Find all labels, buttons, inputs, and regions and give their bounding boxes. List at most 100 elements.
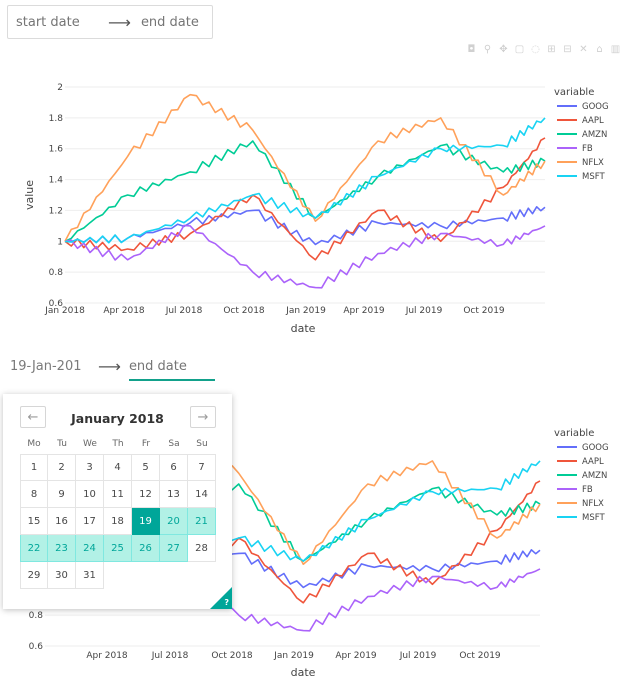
y-tick-label: 1.6 (49, 145, 64, 155)
reset-axes-icon[interactable]: ⌂ (596, 44, 603, 55)
legend-item-aapl[interactable]: AAPL (582, 116, 604, 126)
calendar-day-grid: 1 2 3 4 5 6 7 8 9 10 11 12 13 14 15 16 17 18 19 20 21 22 23 24 2… (20, 454, 216, 589)
y-tick-label: 0.8 (29, 611, 44, 621)
calendar-day[interactable]: 23 (48, 535, 76, 562)
calendar-day[interactable]: 18 (104, 508, 132, 535)
series-line-aapl[interactable] (64, 137, 546, 261)
calendar-day[interactable]: 28 (188, 535, 216, 562)
x-tick-label: Apr 2018 (86, 651, 128, 661)
plotly-logo-icon[interactable]: ▥ (610, 44, 621, 55)
y-tick-label: 0.6 (29, 642, 44, 652)
calendar-day[interactable]: 21 (188, 508, 216, 535)
series-line-msft[interactable] (64, 117, 546, 244)
help-icon[interactable]: ? (224, 598, 229, 607)
calendar-day[interactable]: 1 (20, 454, 48, 481)
legend-item-fb[interactable]: FB (582, 144, 593, 154)
calendar-day[interactable]: 8 (20, 481, 48, 508)
x-tick-label: Oct 2019 (459, 651, 501, 661)
weekday-label: Sa (168, 439, 180, 449)
legend-item-msft[interactable]: MSFT (582, 172, 605, 182)
legend-item-msft[interactable]: MSFT (582, 513, 605, 523)
legend-item-aapl[interactable]: AAPL (582, 457, 604, 467)
calendar-day[interactable]: 4 (104, 454, 132, 481)
calendar-day[interactable]: 12 (132, 481, 160, 508)
legend-item-nflx[interactable]: NFLX (582, 158, 604, 168)
prev-month-button[interactable]: ← (20, 406, 46, 428)
legend-title: variable (554, 87, 594, 98)
calendar-day[interactable]: 9 (48, 481, 76, 508)
calendar-day[interactable]: 31 (76, 562, 104, 589)
weekday-label: Tu (57, 439, 67, 449)
calendar-day[interactable]: 14 (188, 481, 216, 508)
zoom-in-icon[interactable]: ⊞ (547, 44, 556, 55)
legend-item-nflx[interactable]: NFLX (582, 499, 604, 509)
keyboard-shortcuts-button[interactable] (210, 587, 232, 609)
arrow-left-icon: ← (27, 409, 39, 425)
x-axis-title: date (291, 666, 316, 679)
weekday-header: Mo Tu We Th Fr Sa Su (20, 439, 216, 449)
y-tick-label: 2 (57, 83, 63, 93)
calendar-day[interactable]: 2 (48, 454, 76, 481)
y-tick-label: 0.6 (49, 299, 64, 309)
calendar-day[interactable]: 10 (76, 481, 104, 508)
x-tick-label: Oct 2018 (211, 651, 253, 661)
calendar-day[interactable]: 19 (132, 508, 160, 535)
weekday-label: We (83, 439, 97, 449)
x-tick-label: Oct 2019 (463, 306, 505, 316)
weekday-label: Su (196, 439, 208, 449)
legend-item-fb[interactable]: FB (582, 485, 593, 495)
calendar-day[interactable]: 7 (188, 454, 216, 481)
y-tick-label: 1 (57, 237, 63, 247)
calendar-day[interactable]: 20 (160, 508, 188, 535)
weekday-label: Th (112, 439, 124, 449)
zoom-icon[interactable]: ⚲ (483, 44, 492, 55)
end-date-input-active[interactable] (128, 358, 215, 374)
autoscale-icon[interactable]: ✕ (579, 44, 588, 55)
box-select-icon[interactable]: ▢ (514, 44, 525, 55)
y-axis-title: value (23, 180, 36, 210)
x-tick-label: Jul 2019 (399, 651, 437, 661)
legend-item-amzn[interactable]: AMZN (582, 471, 607, 481)
calendar-day[interactable]: 13 (160, 481, 188, 508)
lasso-icon[interactable]: ◌ (531, 44, 540, 55)
calendar-day[interactable]: 22 (20, 535, 48, 562)
calendar-day[interactable]: 26 (132, 535, 160, 562)
series-line-amzn[interactable] (64, 140, 546, 243)
calendar-day[interactable]: 27 (160, 535, 188, 562)
range-arrow-icon: ⟶ (98, 356, 121, 376)
y-tick-label: 1.4 (49, 176, 64, 186)
start-date-input[interactable] (16, 14, 98, 30)
calendar-day[interactable]: 29 (20, 562, 48, 589)
start-date-input-filled[interactable] (10, 358, 82, 374)
x-tick-label: Jul 2019 (405, 306, 443, 316)
calendar-day[interactable]: 17 (76, 508, 104, 535)
calendar-day[interactable]: 6 (160, 454, 188, 481)
weekday-label: Fr (141, 439, 151, 449)
line-chart-top[interactable]: 0.6 0.8 1 1.2 1.4 1.6 1.8 2 Jan 2018 Apr 2018 Jul … (0, 64, 644, 340)
legend-item-goog[interactable]: GOOG (582, 443, 609, 453)
date-range-picker-bottom: ⟶ (10, 352, 215, 381)
camera-icon[interactable]: ◘ (467, 44, 476, 55)
x-tick-label: Jul 2018 (165, 306, 203, 316)
calendar-day[interactable]: 5 (132, 454, 160, 481)
calendar-day[interactable]: 16 (48, 508, 76, 535)
x-tick-label: Apr 2019 (343, 306, 385, 316)
next-month-button[interactable]: → (190, 406, 216, 428)
pan-icon[interactable]: ✥ (499, 44, 508, 55)
series-line-fb[interactable] (64, 224, 546, 289)
calendar-day[interactable]: 15 (20, 508, 48, 535)
calendar-day[interactable]: 24 (76, 535, 104, 562)
legend-item-amzn[interactable]: AMZN (582, 130, 607, 140)
calendar-day[interactable]: 30 (48, 562, 76, 589)
end-date-input[interactable] (140, 14, 211, 30)
calendar-day[interactable]: 3 (76, 454, 104, 481)
series-line-nflx[interactable] (64, 93, 546, 242)
y-tick-label: 0.8 (49, 268, 64, 278)
series-line-goog[interactable] (64, 206, 546, 246)
calendar-day[interactable]: 25 (104, 535, 132, 562)
arrow-right-icon: → (197, 409, 209, 425)
legend-item-goog[interactable]: GOOG (582, 102, 609, 112)
zoom-out-icon[interactable]: ⊟ (563, 44, 572, 55)
x-tick-label: Jan 2019 (285, 306, 326, 316)
calendar-day[interactable]: 11 (104, 481, 132, 508)
